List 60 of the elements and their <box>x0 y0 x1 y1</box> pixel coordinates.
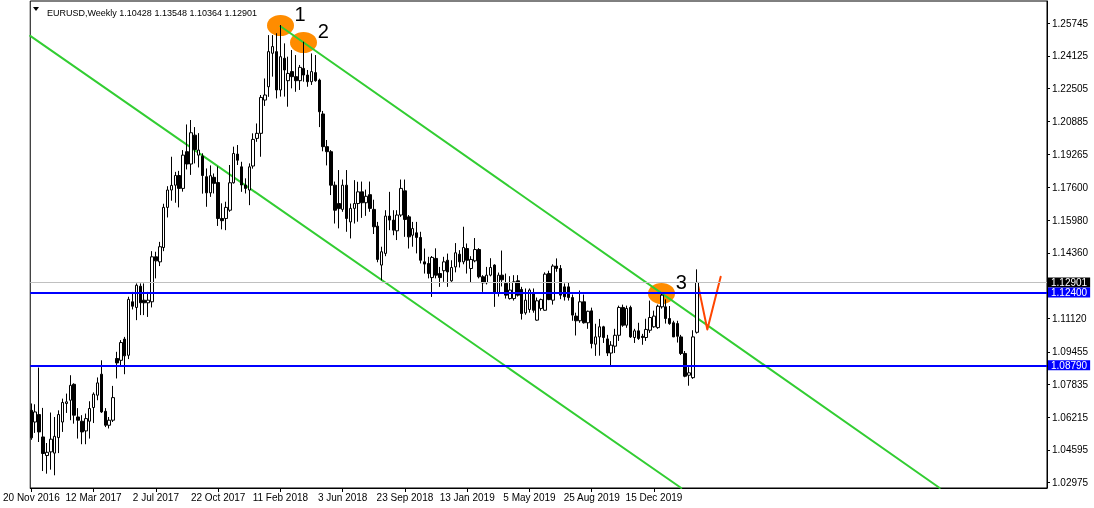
candlestick <box>310 52 313 86</box>
annotation: 3 <box>675 270 687 293</box>
candlestick <box>360 181 364 219</box>
x-tick-label: 23 Sep 2018 <box>376 491 434 503</box>
y-tick-label: 1.19265 <box>1052 148 1089 160</box>
text: EURUSD,Weekly 1.10428 1.13548 1.10364 1.12901 <box>47 7 257 18</box>
y-tick-label: 1.09455 <box>1052 346 1089 358</box>
candlestick <box>69 374 72 421</box>
candlestick <box>142 282 146 316</box>
candlestick <box>543 271 547 312</box>
candlestick <box>189 119 193 176</box>
candlestick <box>356 181 360 223</box>
candlestick <box>88 400 91 440</box>
candlestick <box>423 248 426 275</box>
candlestick <box>664 298 667 325</box>
y-tick-label: 1.20885 <box>1052 115 1089 127</box>
x-tick-label: 25 Aug 2019 <box>563 491 621 503</box>
annotation: 2 <box>317 19 329 42</box>
x-tick-label: 13 Jan 2019 <box>439 491 496 503</box>
x-tick-label: 15 Dec 2019 <box>625 491 683 503</box>
y-tick-label: 1.02975 <box>1052 477 1089 489</box>
candlestick <box>294 54 298 93</box>
candlestick <box>695 268 699 335</box>
y-tick-label: 1.22505 <box>1052 83 1089 95</box>
x-tick-label: 11 Feb 2018 <box>252 491 309 503</box>
y-tick-label: 1.04595 <box>1052 444 1089 456</box>
candlestick <box>442 256 446 283</box>
candlestick <box>135 282 138 321</box>
candlestick <box>216 165 220 227</box>
candlestick <box>528 287 531 314</box>
candlestick <box>49 412 53 471</box>
x-tick-label: 22 Oct 2017 <box>190 491 246 503</box>
candlestick <box>637 322 640 341</box>
x-tick-label: 20 Nov 2016 <box>3 491 61 503</box>
candlestick <box>205 167 208 208</box>
candlestick <box>279 24 282 98</box>
x-tick-label: 2 Jul 2017 <box>132 491 180 503</box>
y-tick-label: 1.14360 <box>1052 247 1089 259</box>
candlestick <box>629 305 632 339</box>
candlestick <box>524 287 527 316</box>
ref-line-label: 1.12400 <box>1051 287 1088 299</box>
x-tick-label: 3 Jun 2018 <box>317 491 368 503</box>
candlestick <box>598 318 601 357</box>
y-tick-label: 1.07835 <box>1052 379 1089 391</box>
annotation: 1 <box>294 3 306 25</box>
y-tick-label: 1.24125 <box>1052 50 1089 62</box>
candlestick <box>240 161 243 193</box>
x-tick-label: 5 May 2019 <box>503 491 557 503</box>
y-tick-label: 1.11120 <box>1052 312 1088 324</box>
y-tick-label: 1.25745 <box>1052 17 1089 29</box>
candlestick <box>139 282 142 316</box>
y-tick-label: 1.15980 <box>1052 214 1089 226</box>
y-tick-label: 1.06215 <box>1052 411 1089 423</box>
candlestick <box>337 169 341 229</box>
candlestick <box>582 294 586 325</box>
ref-line-label: 1.12901 <box>1051 276 1088 288</box>
candlestick <box>446 253 449 288</box>
ref-line-label: 1.08790 <box>1051 359 1088 371</box>
x-tick-label: 12 Mar 2017 <box>65 491 123 503</box>
y-tick-label: 1.17600 <box>1052 182 1089 194</box>
